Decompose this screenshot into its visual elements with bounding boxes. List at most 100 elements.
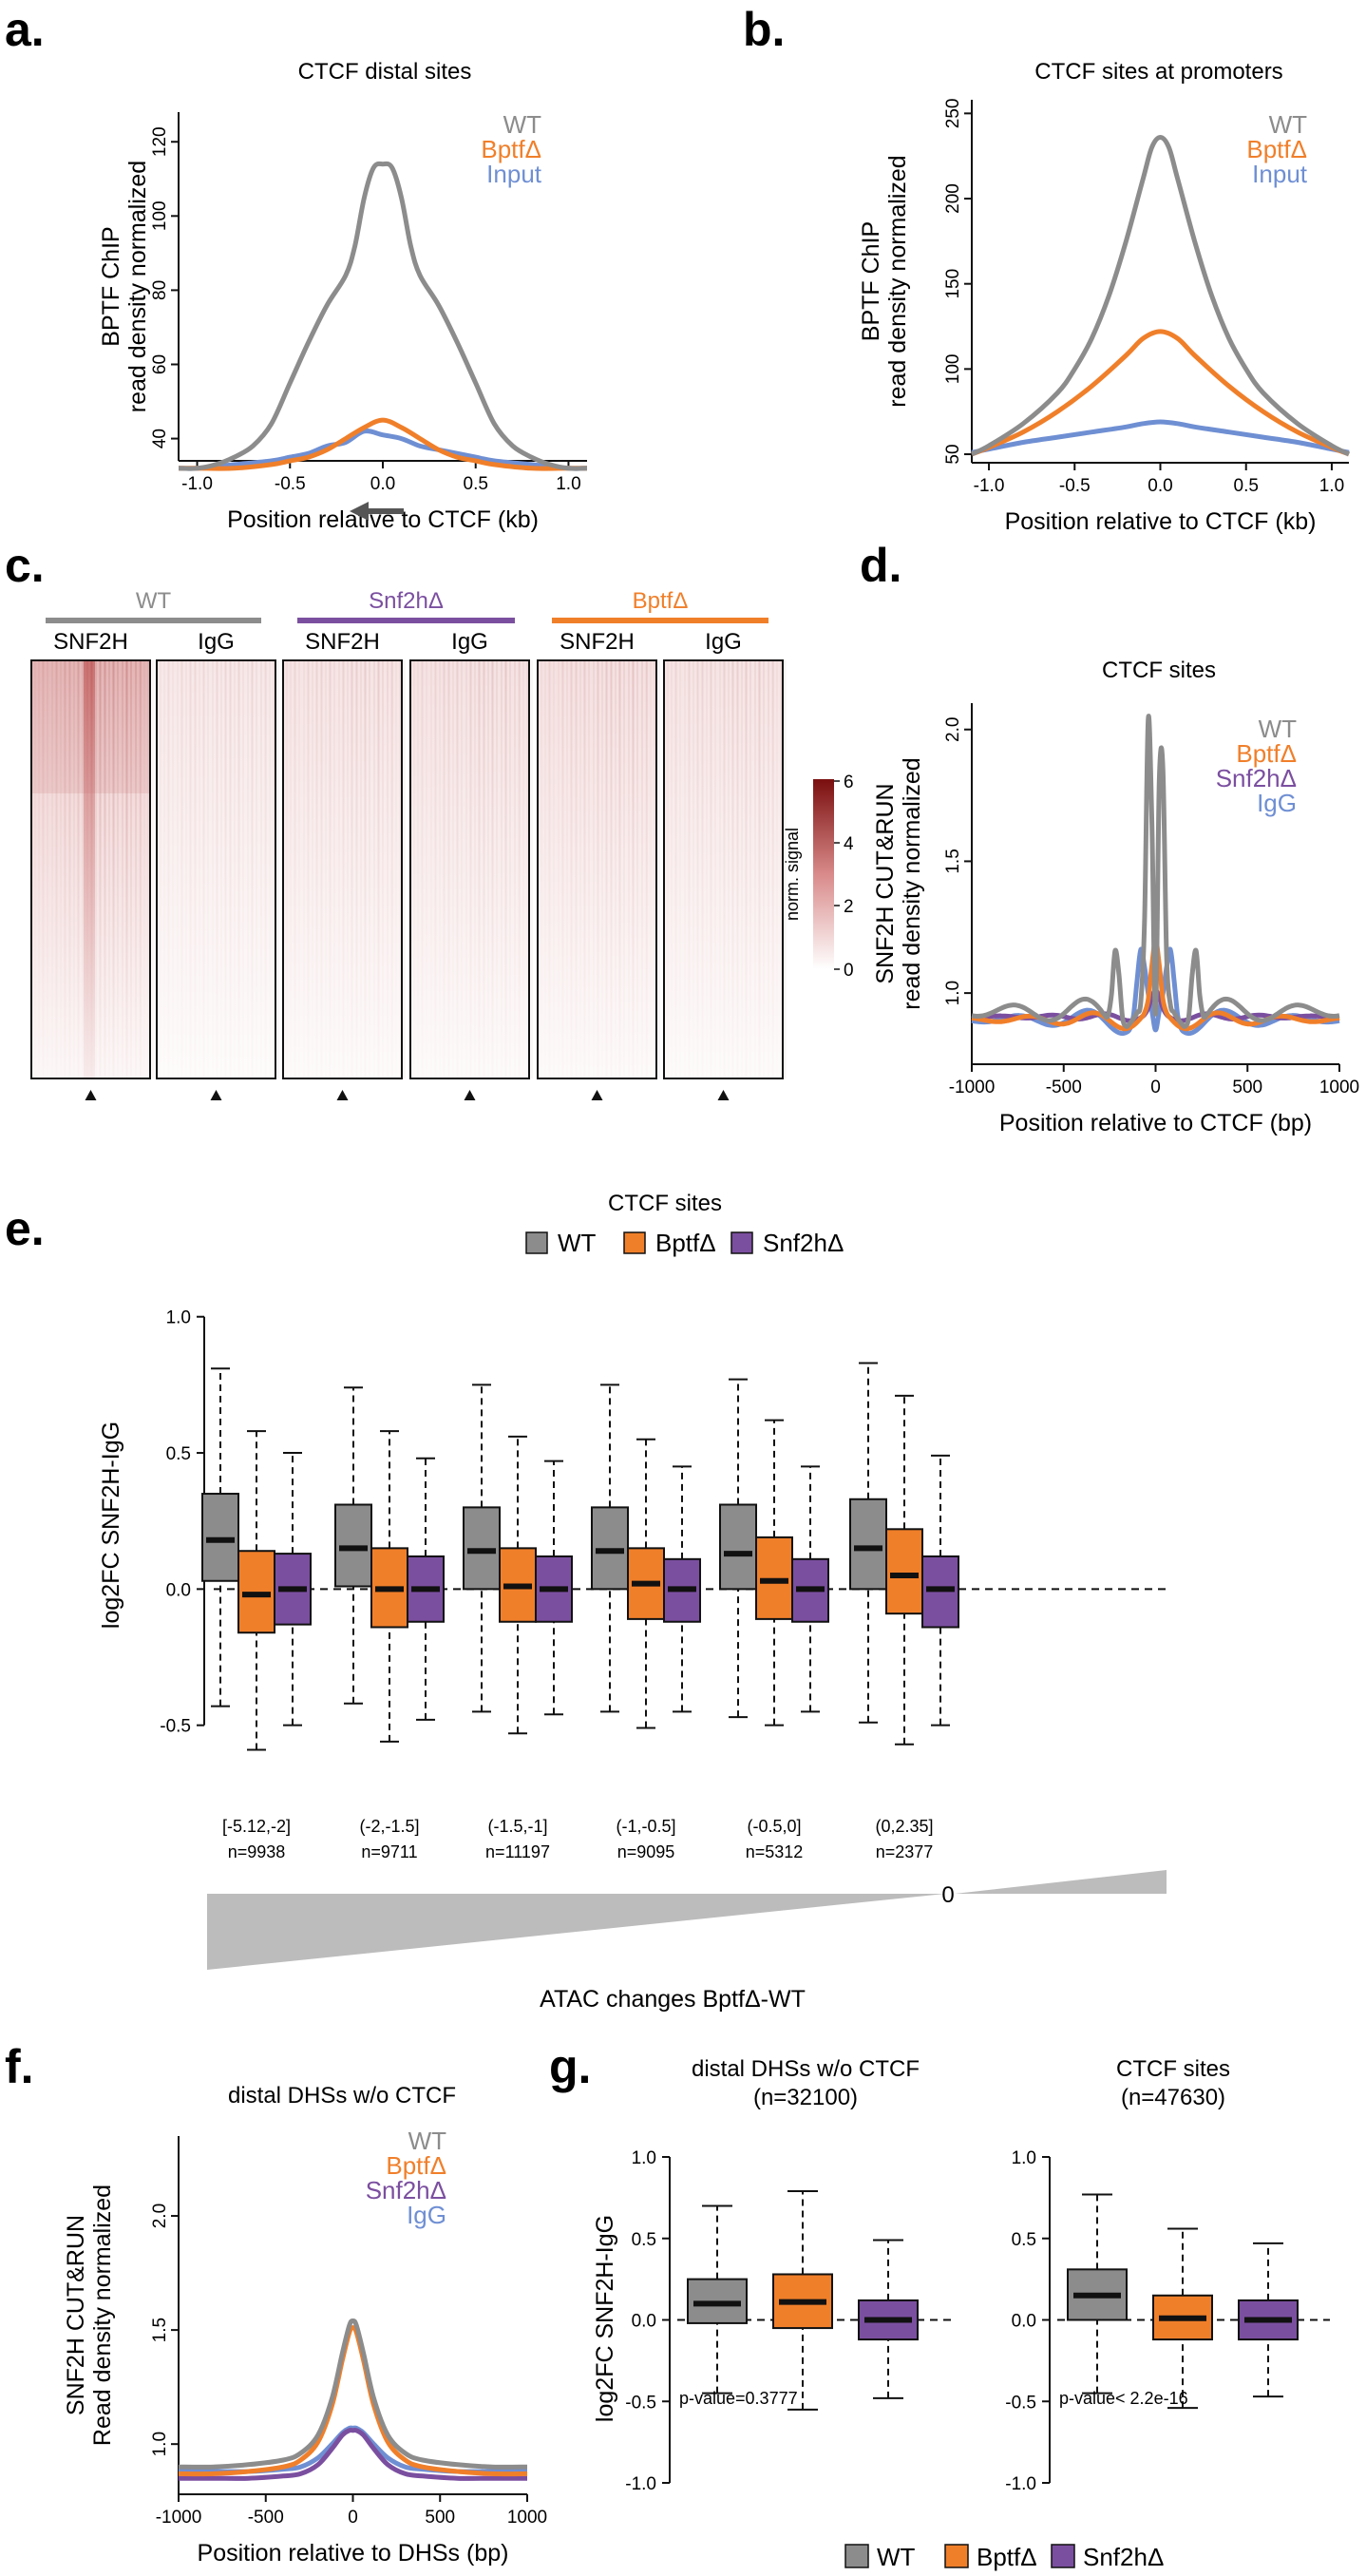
column-label: SNF2H	[560, 629, 635, 655]
heatmap-panel-1	[156, 659, 276, 1079]
box-Snf2hΔ-4	[791, 1465, 829, 1713]
series-line-WT	[178, 2318, 528, 2470]
y-tick-label: 2.0	[943, 717, 963, 742]
panel-letter: e.	[5, 1202, 45, 1255]
group-label: Snf2hΔ	[369, 588, 444, 614]
legend-entry: IgG	[1257, 789, 1297, 817]
x-tick-label: 0	[1150, 1078, 1161, 1097]
heatmap-fade	[157, 660, 275, 1078]
box-WT-0	[201, 1367, 239, 1708]
y-tick-label: 120	[150, 126, 170, 157]
count-label: n=9711	[361, 1842, 417, 1861]
box-Snf2hΔ-2	[535, 1460, 573, 1716]
y-tick-label: 0.0	[166, 1580, 191, 1600]
heatmap-panel-2	[282, 659, 403, 1079]
chart-title: distal DHSs w/o CTCF	[228, 2083, 456, 2109]
x-tick-label: -500	[1046, 1078, 1082, 1097]
y-tick-label: 0.5	[1012, 2230, 1036, 2250]
x-tick-label: 1000	[507, 2508, 547, 2528]
legend-swatch	[1051, 2544, 1075, 2568]
legend-entry: BptfΔ	[655, 1229, 716, 1257]
heatmap-panel-5	[663, 659, 784, 1079]
y-tick-label: 250	[943, 98, 963, 128]
category-label: (0,2.35]	[875, 1817, 933, 1836]
atac-wedge-right	[955, 1870, 1167, 1894]
y-tick-label: -1.0	[1005, 2474, 1036, 2494]
box-BptfΔ-5	[885, 1394, 923, 1746]
y-axis-label: read density normalized	[124, 161, 151, 412]
column-label: IgG	[198, 629, 235, 655]
y-tick-label: 100	[943, 354, 963, 385]
y-axis-label: log2FC SNF2H-IgG	[98, 1422, 124, 1629]
legend-entry: IgG	[407, 2201, 446, 2229]
ctcf-center-marker	[717, 1090, 730, 1100]
x-tick-label: -0.5	[1059, 476, 1091, 496]
category-label: (-1.5,-1]	[487, 1817, 547, 1836]
box-BptfΔ	[1152, 2227, 1213, 2410]
y-tick-label: 200	[943, 183, 963, 214]
category-label: [-5.12,-2]	[222, 1817, 291, 1836]
y-tick-label: 2.0	[150, 2204, 170, 2228]
box-BptfΔ	[772, 2190, 833, 2411]
legend-entry: WT	[877, 2543, 916, 2571]
x-tick-label: 0.0	[370, 474, 395, 494]
x-tick-label: 0.5	[464, 474, 488, 494]
box-Snf2hΔ-3	[663, 1465, 701, 1713]
legend-swatch	[844, 2544, 869, 2568]
series-line-Snf2hΔ	[179, 2427, 527, 2481]
legend-entry: Snf2hΔ	[366, 2176, 446, 2204]
ctcf-center-marker	[591, 1090, 603, 1100]
y-axis-label: BPTF ChIP	[858, 221, 884, 341]
x-axis-label: Position relative to DHSs (bp)	[198, 2540, 509, 2566]
x-tick-label: -1.0	[181, 474, 213, 494]
box-WT-1	[334, 1386, 372, 1705]
x-tick-label: -0.5	[275, 474, 306, 494]
x-tick-label: 500	[425, 2508, 455, 2528]
box-WT-4	[719, 1378, 757, 1719]
colorbar-label: norm. signal	[783, 828, 802, 921]
heatmap-frame	[156, 659, 276, 1079]
p-value: p-value=0.3777	[679, 2389, 798, 2408]
y-axis-label: BPTF ChIP	[98, 226, 124, 346]
y-axis-label: read density normalized	[899, 757, 925, 1009]
x-tick-label: 0.5	[1234, 476, 1259, 496]
column-label: SNF2H	[53, 629, 128, 655]
box-WT	[1067, 2193, 1128, 2395]
panel-letter: g.	[549, 2040, 591, 2093]
series-line-BptfΔ	[178, 417, 587, 471]
y-axis-label: SNF2H CUT&RUN	[63, 2215, 89, 2415]
heatmap-panel-0	[30, 659, 154, 1079]
box-BptfΔ-1	[370, 1430, 408, 1743]
x-tick-label: -1000	[949, 1078, 996, 1097]
direction-arrowhead	[350, 502, 369, 521]
x-tick-label: 1000	[1319, 1078, 1359, 1097]
category-label: (-2,-1.5]	[359, 1817, 419, 1836]
x-tick-label: 500	[1232, 1078, 1262, 1097]
heatmap-frame	[537, 659, 657, 1079]
y-tick-label: 150	[943, 269, 963, 299]
y-tick-label: -0.5	[160, 1717, 191, 1737]
chart-title: CTCF sites	[608, 1191, 722, 1216]
chart-title: distal DHSs w/o CTCF	[692, 2056, 920, 2082]
count-label: n=9938	[228, 1842, 286, 1861]
heatmap-frame	[30, 659, 151, 1079]
chart-title: (n=32100)	[753, 2085, 858, 2110]
legend-swatch	[623, 1231, 646, 1254]
legend-entry: Snf2hΔ	[1216, 764, 1297, 792]
legend-entry: Snf2hΔ	[1083, 2543, 1164, 2571]
panel-letter: a.	[5, 3, 45, 56]
chart-title: CTCF sites at promoters	[1034, 59, 1282, 85]
box-body	[719, 1503, 757, 1591]
series-line-WT	[178, 161, 588, 471]
legend-entry: WT	[558, 1229, 597, 1257]
y-tick-label: 100	[150, 200, 170, 231]
legend-entry: WT	[1269, 110, 1308, 139]
x-axis-label: Position relative to CTCF (kb)	[1005, 508, 1317, 535]
chart-title: (n=47630)	[1121, 2085, 1225, 2110]
box-body	[849, 1498, 887, 1591]
y-tick-label: 1.0	[632, 2148, 656, 2168]
y-axis-label: SNF2H CUT&RUN	[872, 783, 899, 983]
y-tick-label: 0.0	[632, 2312, 656, 2332]
legend-entry: BptfΔ	[481, 135, 541, 163]
